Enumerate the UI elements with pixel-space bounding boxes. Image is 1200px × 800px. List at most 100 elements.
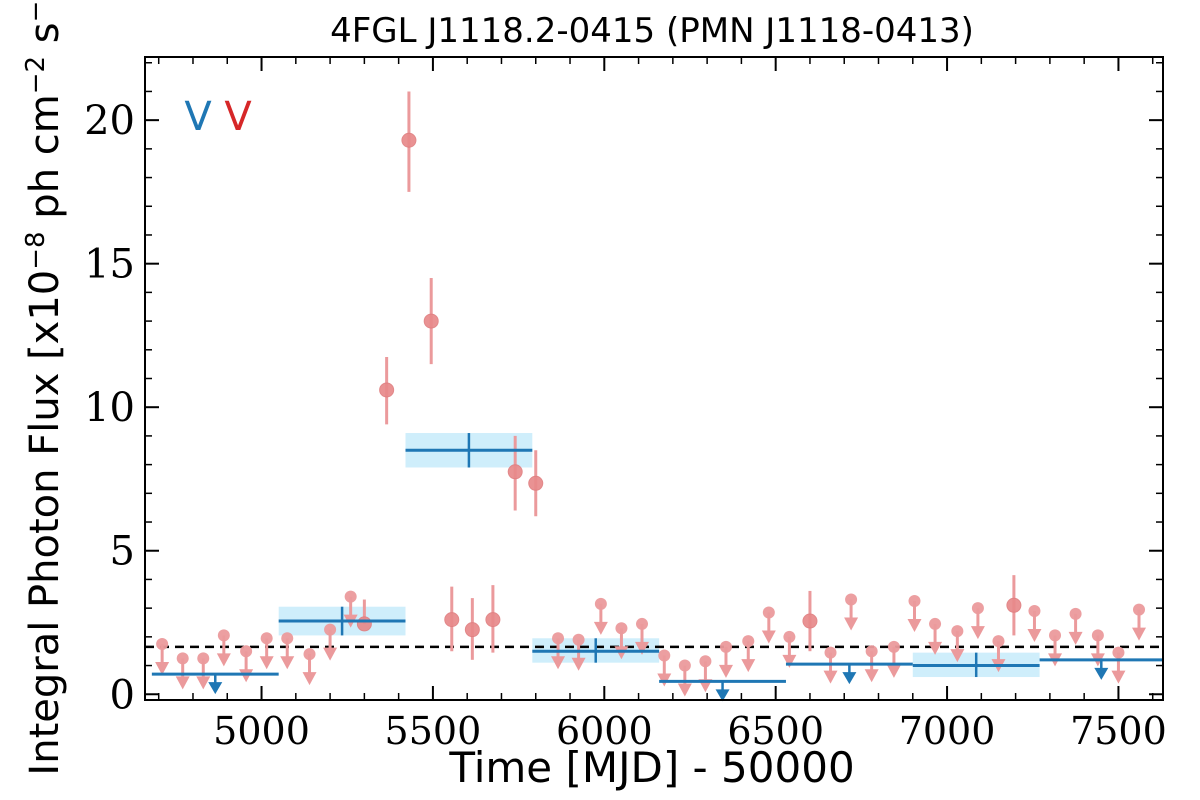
monthly-point [802, 613, 818, 629]
monthly-limit-arrow [1132, 627, 1147, 641]
monthly-point [423, 313, 439, 329]
x-tick-label: 6000 [556, 709, 653, 753]
y-axis-label-part2: ph cm [22, 94, 68, 231]
monthly-limit-point [908, 594, 921, 607]
y-axis-label-part: Integral Photon Flux [x10 [22, 270, 68, 776]
monthly-limit-arrow [844, 617, 859, 631]
monthly-limit-point [240, 645, 253, 658]
monthly-limit-point [615, 622, 628, 635]
monthly-limit-arrow [823, 670, 838, 684]
y-tick-label: 10 [84, 385, 135, 431]
monthly-limit-arrow [1027, 629, 1042, 643]
monthly-limit-arrow [175, 676, 190, 690]
monthly-limit-arrow [886, 664, 901, 678]
monthly-limit-point [344, 590, 357, 603]
monthly-limit-arrow [323, 647, 338, 661]
monthly-limit-point [260, 632, 273, 645]
legend-marker: V [184, 94, 212, 140]
monthly-point [401, 132, 417, 148]
x-tick-label: 7000 [899, 709, 996, 753]
monthly-limit-arrow [907, 618, 922, 632]
monthly-limit-arrow [302, 672, 317, 686]
monthly-limit-arrow [239, 669, 254, 683]
chart-title: 4FGL J1118.2-0415 (PMN J1118-0413) [330, 11, 974, 51]
monthly-limit-arrow [155, 662, 170, 676]
monthly-limit-point [1091, 629, 1104, 642]
monthly-limit-point [699, 655, 712, 668]
monthly-limit-point [324, 623, 337, 636]
y-tick-label: 5 [110, 529, 135, 575]
monthly-limit-point [951, 625, 964, 638]
monthly-limit-arrow [677, 683, 692, 697]
legend-marker: V [224, 94, 252, 140]
x-tick-label: 6500 [727, 709, 824, 753]
monthly-limit-point [865, 645, 878, 658]
monthly-limit-point [1049, 629, 1062, 642]
monthly-limit-arrow [593, 621, 608, 635]
monthly-limit-point [971, 602, 984, 615]
monthly-point [528, 475, 544, 491]
monthly-limit-point [303, 648, 316, 661]
monthly-limit-point [762, 606, 775, 619]
y-tick-label: 15 [84, 242, 135, 288]
monthly-point [356, 616, 372, 632]
monthly-point [507, 464, 523, 480]
yearly-limit-arrow [842, 672, 857, 685]
y-axis-label-part3: s [22, 22, 68, 56]
monthly-limit-point [783, 630, 796, 643]
monthly-point [444, 612, 460, 628]
monthly-limit-point [678, 659, 691, 672]
monthly-limit-arrow [864, 669, 879, 683]
monthly-limit-arrow [1068, 631, 1083, 645]
monthly-limit-point [1069, 607, 1082, 620]
monthly-limit-point [1028, 605, 1041, 618]
monthly-limit-arrow [259, 656, 274, 670]
yearly-limit-arrow [208, 682, 223, 695]
monthly-point [464, 622, 480, 638]
monthly-limit-point [156, 638, 169, 651]
y-tick-label: 20 [84, 98, 135, 144]
y-axis-label: Integral Photon Flux [x10−8 ph cm−2 s−1] [21, 0, 68, 776]
x-tick-label: 5000 [213, 709, 310, 753]
monthly-limit-arrow [1111, 670, 1126, 684]
monthly-limit-arrow [635, 641, 650, 655]
monthly-limit-arrow [928, 641, 943, 655]
monthly-limit-point [719, 640, 732, 653]
monthly-limit-arrow [950, 649, 965, 663]
monthly-limit-point [1133, 603, 1146, 616]
monthly-limit-point [929, 617, 942, 630]
y-axis-label-exp: −8 [21, 231, 51, 269]
monthly-limit-point [658, 649, 671, 662]
monthly-limit-arrow [280, 656, 295, 670]
monthly-limit-arrow [782, 654, 797, 668]
monthly-limit-point [281, 632, 294, 645]
x-axis-label: Time [MJD] - 50000 [448, 743, 854, 792]
monthly-limit-point [1112, 646, 1125, 659]
monthly-limit-point [636, 617, 649, 630]
monthly-limit-arrow [970, 626, 985, 640]
monthly-limit-point [176, 652, 189, 665]
monthly-limit-point [552, 632, 565, 645]
monthly-point [485, 612, 501, 628]
monthly-point [379, 382, 395, 398]
monthly-limit-arrow [761, 630, 776, 644]
y-tick-label: 0 [110, 672, 135, 718]
monthly-limit-point [845, 593, 858, 606]
monthly-limit-arrow [718, 664, 733, 678]
monthly-limit-arrow [614, 646, 629, 660]
monthly-limit-point [197, 652, 210, 665]
monthly-limit-arrow [551, 656, 566, 670]
x-tick-label: 7500 [1070, 709, 1167, 753]
yearly-limit-arrow [715, 689, 730, 702]
monthly-limit-point [594, 597, 607, 610]
plot-area: 5000 5500 6000 6500 7000 7500 0 5 10 15 20 V V [84, 56, 1167, 753]
monthly-limit-arrow [571, 657, 586, 671]
yearly-limit-arrow [1094, 667, 1109, 680]
monthly-limit-arrow [741, 659, 756, 673]
monthly-limit-point [742, 635, 755, 648]
y-axis-label-exp3: −1 [21, 0, 51, 22]
monthly-limit-point [217, 629, 230, 642]
monthly-limit-arrow [196, 676, 211, 690]
